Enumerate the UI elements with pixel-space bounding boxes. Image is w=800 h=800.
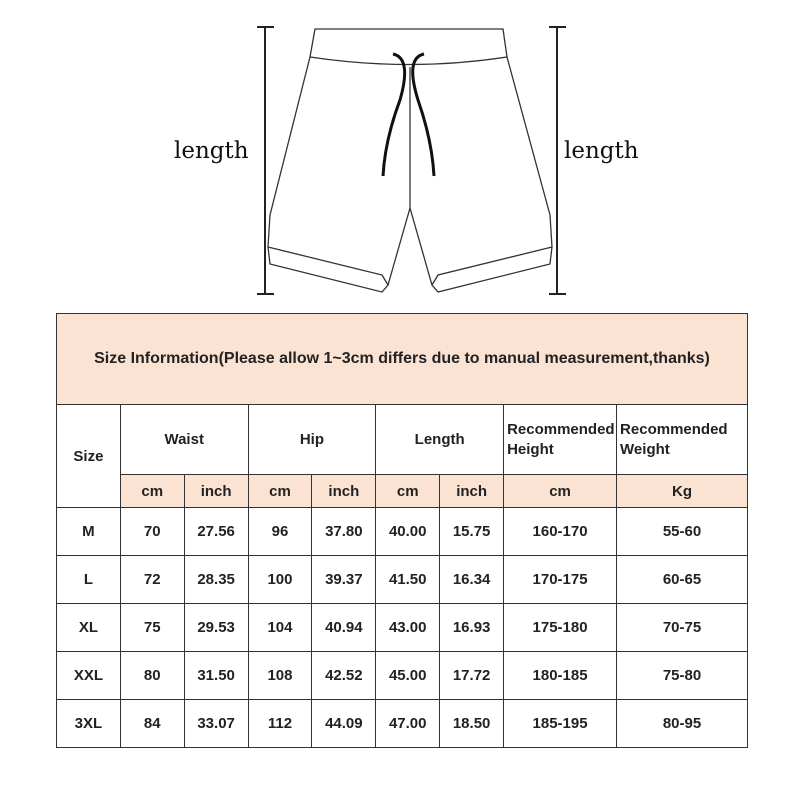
value-cell: 37.80 — [311, 507, 377, 556]
value-cell: 16.93 — [439, 603, 505, 652]
value-cell: 80 — [119, 651, 185, 700]
unit-cell: Kg — [616, 474, 748, 508]
header-length: Length — [375, 404, 505, 475]
left-length-label: length — [174, 138, 249, 164]
header-weight: Recommended Weight — [616, 404, 748, 475]
size-table: Size Information(Please allow 1~3cm diff… — [56, 313, 748, 748]
header-waist: Waist — [119, 404, 249, 475]
unit-cell: inch — [183, 474, 249, 508]
size-cell: XXL — [56, 651, 121, 700]
value-cell: 70 — [119, 507, 185, 556]
value-cell: 27.56 — [183, 507, 249, 556]
value-cell: 100 — [247, 555, 313, 604]
value-cell: 44.09 — [311, 699, 377, 748]
value-cell: 108 — [247, 651, 313, 700]
table-title: Size Information(Please allow 1~3cm diff… — [56, 313, 748, 405]
shorts-illustration — [257, 26, 566, 295]
value-cell: 75-80 — [616, 651, 748, 700]
unit-cell: cm — [503, 474, 618, 508]
value-cell: 75 — [119, 603, 185, 652]
value-cell: 47.00 — [375, 699, 441, 748]
size-cell: 3XL — [56, 699, 121, 748]
value-cell: 72 — [119, 555, 185, 604]
size-cell: M — [56, 507, 121, 556]
value-cell: 15.75 — [439, 507, 505, 556]
value-cell: 112 — [247, 699, 313, 748]
drawstring — [381, 52, 436, 177]
value-cell: 55-60 — [616, 507, 748, 556]
value-cell: 175-180 — [503, 603, 618, 652]
value-cell: 185-195 — [503, 699, 618, 748]
table-row: M 70 27.56 96 37.80 40.00 15.75 160-170 55-60 — [56, 507, 748, 556]
header-hip: Hip — [247, 404, 377, 475]
value-cell: 40.00 — [375, 507, 441, 556]
value-cell: 28.35 — [183, 555, 249, 604]
unit-cell: cm — [247, 474, 313, 508]
value-cell: 43.00 — [375, 603, 441, 652]
right-length-label: length — [564, 138, 639, 164]
value-cell: 18.50 — [439, 699, 505, 748]
value-cell: 33.07 — [183, 699, 249, 748]
table-row: XL 75 29.53 104 40.94 43.00 16.93 175-180 70-75 — [56, 603, 748, 652]
value-cell: 31.50 — [183, 651, 249, 700]
unit-cell: inch — [439, 474, 505, 508]
unit-cell: cm — [119, 474, 185, 508]
shorts-outline — [267, 28, 553, 293]
value-cell: 16.34 — [439, 555, 505, 604]
left-length-arrow — [257, 26, 274, 295]
value-cell: 160-170 — [503, 507, 618, 556]
value-cell: 104 — [247, 603, 313, 652]
value-cell: 180-185 — [503, 651, 618, 700]
value-cell: 17.72 — [439, 651, 505, 700]
size-cell: L — [56, 555, 121, 604]
value-cell: 170-175 — [503, 555, 618, 604]
table-row: XXL 80 31.50 108 42.52 45.00 17.72 180-185 75-80 — [56, 651, 748, 700]
value-cell: 45.00 — [375, 651, 441, 700]
unit-cell: cm — [375, 474, 441, 508]
value-cell: 84 — [119, 699, 185, 748]
value-cell: 42.52 — [311, 651, 377, 700]
value-cell: 39.37 — [311, 555, 377, 604]
value-cell: 80-95 — [616, 699, 748, 748]
right-length-arrow — [549, 26, 566, 295]
header-height: Recommended Height — [503, 404, 618, 475]
value-cell: 96 — [247, 507, 313, 556]
value-cell: 29.53 — [183, 603, 249, 652]
size-cell: XL — [56, 603, 121, 652]
value-cell: 40.94 — [311, 603, 377, 652]
table-row: 3XL 84 33.07 112 44.09 47.00 18.50 185-195 80-95 — [56, 699, 748, 748]
value-cell: 41.50 — [375, 555, 441, 604]
header-size: Size — [56, 404, 121, 508]
unit-cell: inch — [311, 474, 377, 508]
table-row: L 72 28.35 100 39.37 41.50 16.34 170-175 60-65 — [56, 555, 748, 604]
value-cell: 60-65 — [616, 555, 748, 604]
value-cell: 70-75 — [616, 603, 748, 652]
